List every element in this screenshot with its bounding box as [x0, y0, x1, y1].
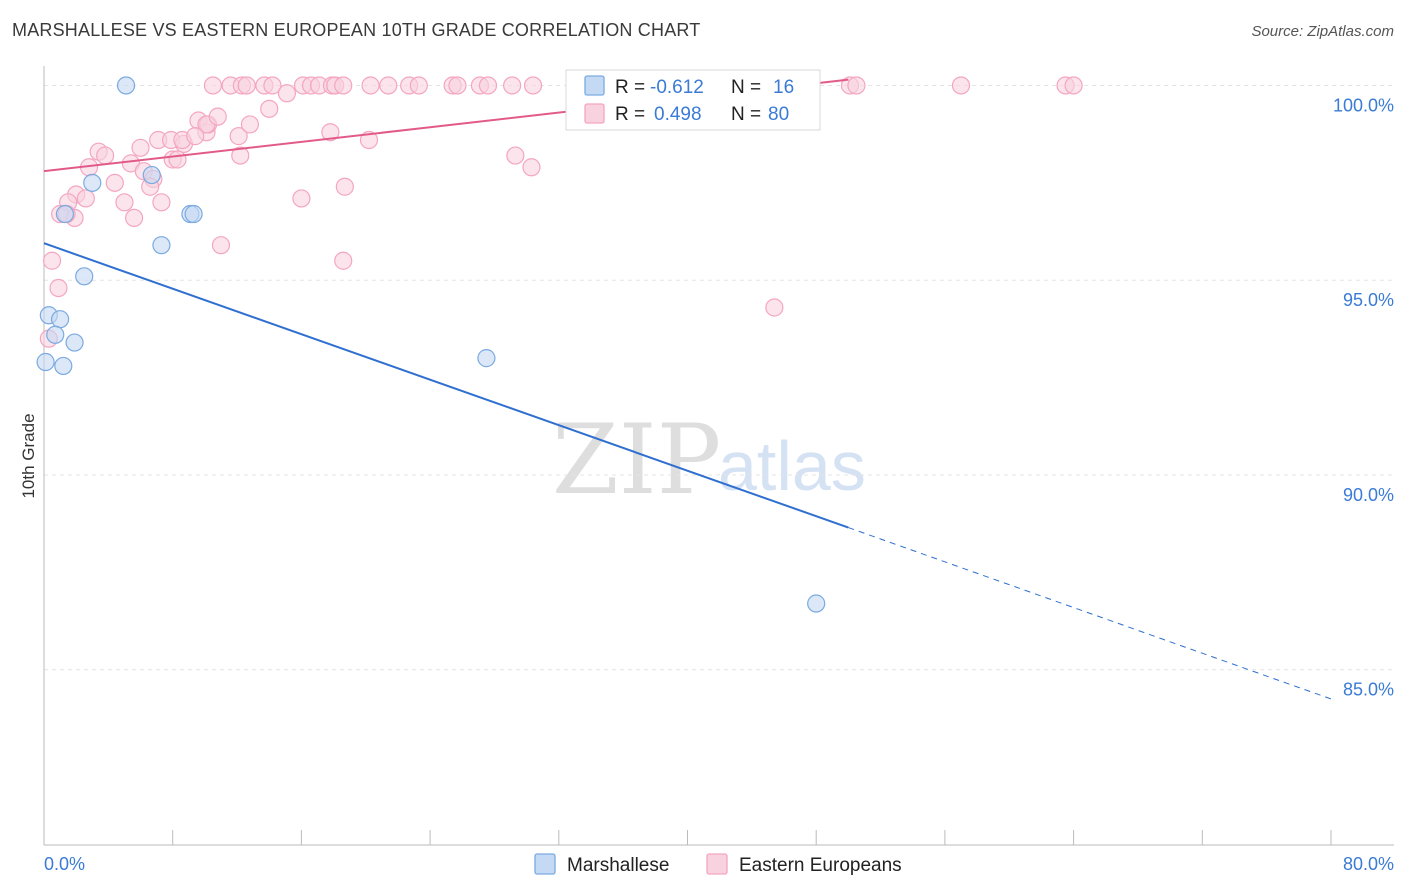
- point-eastern-europeans: [42, 251, 62, 270]
- point-eastern-europeans: [260, 99, 279, 118]
- point-eastern-europeans: [503, 76, 522, 95]
- y-tick-label: 85.0%: [1343, 680, 1394, 700]
- point-eastern-europeans: [765, 298, 784, 317]
- stats-legend: R = -0.612 N = 16 R = 0.498 N = 80: [565, 69, 821, 131]
- chart-source: Source: ZipAtlas.com: [1251, 23, 1394, 40]
- watermark-zip: ZIP: [552, 404, 721, 516]
- point-eastern-europeans: [359, 130, 379, 150]
- point-eastern-europeans: [240, 115, 260, 134]
- x-tick-label-max: 80.0%: [1343, 854, 1394, 874]
- point-eastern-europeans: [506, 146, 525, 165]
- point-eastern-europeans: [334, 76, 353, 95]
- point-eastern-europeans: [478, 76, 498, 95]
- point-eastern-europeans: [131, 138, 150, 157]
- y-tick-labels: 100.0% 95.0% 90.0% 85.0%: [1333, 95, 1394, 699]
- point-eastern-europeans: [523, 76, 543, 95]
- point-eastern-europeans: [522, 158, 541, 177]
- y-tick-label: 90.0%: [1343, 485, 1394, 505]
- point-eastern-europeans: [231, 146, 250, 165]
- point-eastern-europeans: [448, 76, 467, 95]
- point-eastern-europeans: [237, 76, 256, 95]
- point-eastern-europeans: [203, 76, 223, 95]
- point-eastern-europeans: [96, 146, 115, 165]
- point-eastern-europeans: [379, 76, 398, 95]
- stats-swatch-marshallese: [584, 75, 605, 96]
- trend-line-marshallese-extension: [848, 527, 1332, 700]
- x-tick-label-min: 0.0%: [44, 854, 85, 874]
- stats-n-value-marshallese: 16: [773, 77, 794, 98]
- point-marshallese: [83, 173, 102, 192]
- point-marshallese: [36, 352, 55, 372]
- point-eastern-europeans: [292, 189, 311, 208]
- legend-label-eastern-europeans: Eastern Europeans: [739, 855, 902, 876]
- point-eastern-europeans: [168, 150, 187, 169]
- legend-swatch-marshallese: [534, 853, 556, 875]
- point-marshallese: [477, 349, 496, 368]
- point-eastern-europeans: [152, 193, 171, 212]
- point-eastern-europeans: [263, 76, 282, 95]
- watermark-atlas: atlas: [718, 427, 866, 505]
- point-eastern-europeans: [76, 189, 95, 208]
- point-marshallese: [54, 356, 73, 376]
- chart-title: MARSHALLESE VS EASTERN EUROPEAN 10TH GRA…: [12, 20, 701, 40]
- point-eastern-europeans: [211, 236, 231, 255]
- legend-label-marshallese: Marshallese: [567, 855, 669, 876]
- point-marshallese: [152, 236, 171, 255]
- stats-swatch-eastern-europeans: [584, 103, 605, 124]
- point-eastern-europeans: [951, 76, 971, 95]
- point-eastern-europeans: [409, 76, 428, 95]
- point-eastern-europeans: [277, 84, 297, 103]
- point-eastern-europeans: [321, 123, 340, 142]
- legend-swatch-eastern-europeans: [706, 853, 728, 875]
- point-eastern-europeans: [361, 76, 380, 95]
- stats-r-value-marshallese: -0.612: [650, 77, 704, 98]
- stats-r-label-eastern-europeans: R =: [615, 104, 645, 125]
- x-tick-marks: [172, 830, 1332, 845]
- gridlines: [44, 84, 1394, 671]
- stats-n-value-eastern-europeans: 80: [768, 104, 789, 125]
- point-eastern-europeans: [335, 177, 354, 196]
- point-eastern-europeans: [49, 278, 68, 298]
- point-marshallese: [46, 325, 65, 344]
- stats-r-label-marshallese: R =: [615, 77, 645, 98]
- point-eastern-europeans: [124, 208, 144, 228]
- stats-n-label-marshallese: N =: [731, 77, 761, 98]
- point-marshallese: [116, 76, 136, 95]
- series-legend: Marshallese Eastern Europeans: [534, 853, 902, 876]
- y-tick-label: 100.0%: [1333, 95, 1394, 115]
- stats-legend-box: [565, 69, 821, 131]
- point-eastern-europeans: [208, 107, 227, 126]
- point-eastern-europeans: [847, 76, 866, 95]
- trend-lines: [43, 78, 1332, 700]
- stats-n-label-eastern-europeans: N =: [731, 104, 761, 125]
- point-eastern-europeans: [229, 127, 248, 146]
- point-eastern-europeans: [186, 127, 205, 146]
- point-marshallese: [65, 333, 84, 352]
- point-eastern-europeans: [1064, 76, 1083, 95]
- point-marshallese: [142, 165, 161, 185]
- y-axis-label: 10th Grade: [19, 413, 38, 498]
- stats-r-value-eastern-europeans: 0.498: [654, 104, 702, 125]
- point-marshallese: [807, 594, 826, 613]
- point-eastern-europeans: [115, 193, 134, 212]
- trend-line-marshallese: [43, 242, 849, 529]
- data-points: [36, 76, 1083, 613]
- point-marshallese: [55, 204, 75, 224]
- point-marshallese: [50, 310, 70, 329]
- point-marshallese: [75, 267, 94, 286]
- point-marshallese: [184, 204, 203, 224]
- point-eastern-europeans: [334, 251, 353, 270]
- point-eastern-europeans: [105, 173, 124, 192]
- y-tick-label: 95.0%: [1343, 290, 1394, 310]
